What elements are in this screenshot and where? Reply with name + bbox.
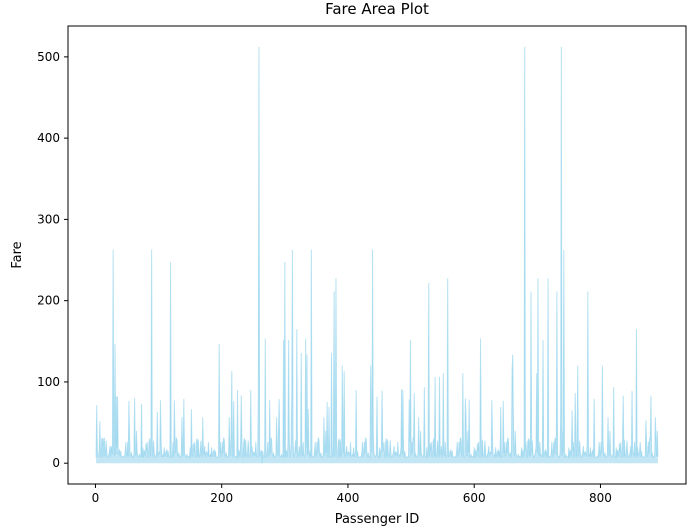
x-tick-label: 0 (92, 491, 100, 505)
y-tick-label: 0 (52, 456, 60, 470)
x-tick-label: 800 (589, 491, 612, 505)
y-tick-label: 500 (37, 50, 60, 64)
x-axis-label: Passenger ID (335, 512, 420, 526)
y-tick-label: 300 (37, 212, 60, 226)
x-axis: 0 200 400 600 800 (92, 484, 612, 505)
chart-title: Fare Area Plot (325, 0, 429, 18)
y-axis: 0 100 200 300 400 500 (37, 50, 68, 470)
plot-frame (67, 25, 687, 485)
fare-series-line (95, 46, 659, 464)
y-tick-label: 200 (37, 294, 60, 308)
x-tick-label: 200 (210, 491, 233, 505)
x-tick-label: 400 (337, 491, 360, 505)
plot-area (95, 46, 659, 464)
y-tick-label: 100 (37, 375, 60, 389)
y-tick-label: 400 (37, 131, 60, 145)
y-axis-label: Fare (10, 241, 25, 268)
x-tick-label: 600 (463, 491, 486, 505)
